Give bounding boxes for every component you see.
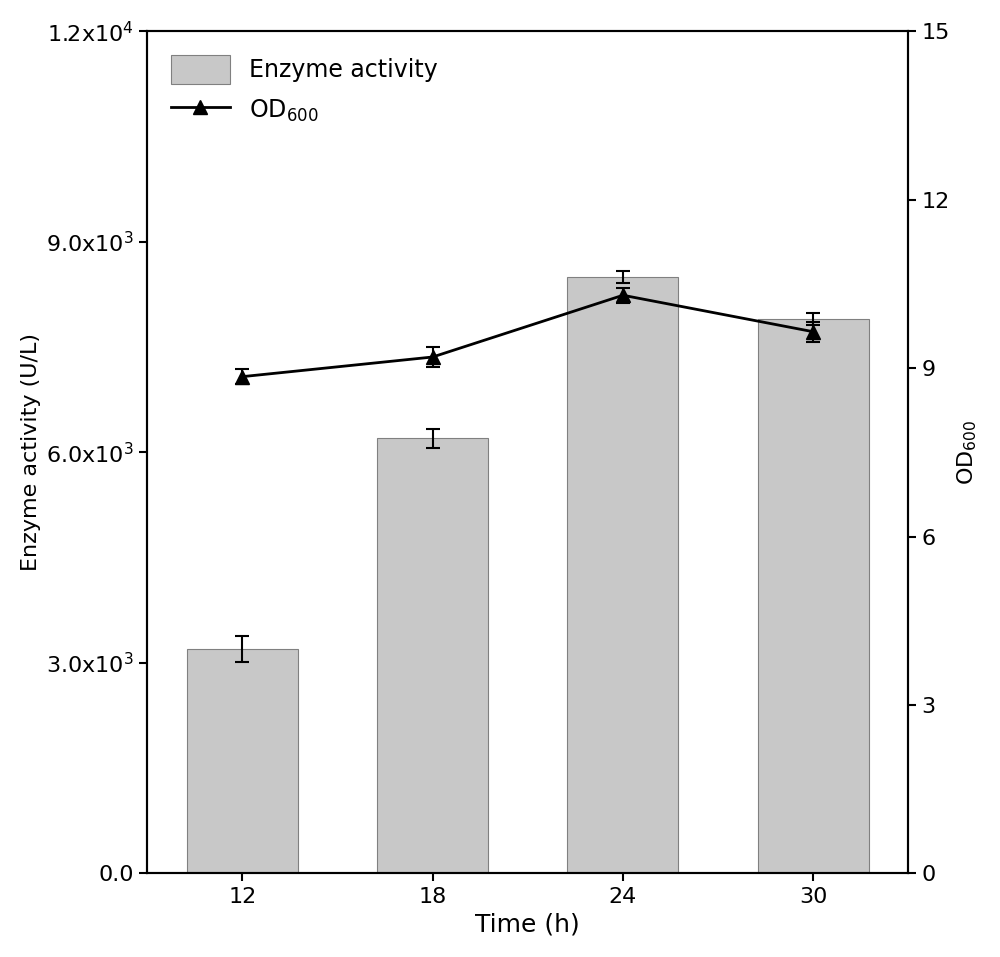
Bar	[187, 649, 298, 874]
Legend: Enzyme activity, OD$_{600}$: Enzyme activity, OD$_{600}$	[159, 43, 449, 136]
Bar	[758, 319, 869, 874]
Y-axis label: OD$_{600}$: OD$_{600}$	[956, 420, 979, 485]
Bar	[377, 438, 488, 874]
Y-axis label: Enzyme activity (U/L): Enzyme activity (U/L)	[21, 333, 41, 571]
Bar	[567, 277, 678, 874]
X-axis label: Time (h): Time (h)	[475, 912, 580, 936]
